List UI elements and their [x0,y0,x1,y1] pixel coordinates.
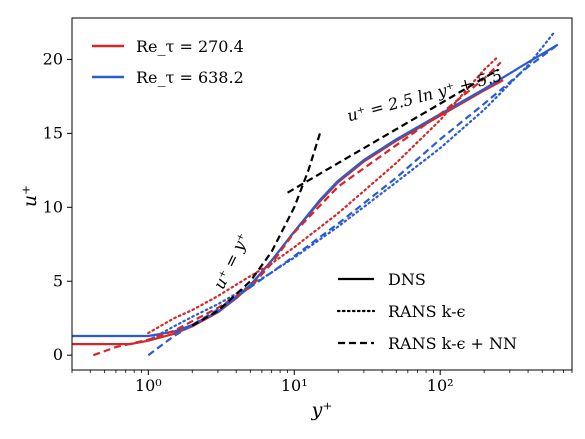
legend-label: DNS [388,270,426,289]
annotation-label: u⁺ = y⁺ [210,230,253,292]
y-tick-label: 5 [53,271,63,290]
legend-top: Re_τ = 270.4 Re_τ = 638.2 [92,37,244,87]
legend-label: Re_τ = 638.2 [136,68,244,87]
legend-label: RANS k-ϵ [388,302,465,321]
legend-bottom: DNS RANS k-ϵ RANS k-ϵ + NN [336,270,517,353]
series-layer [72,31,559,357]
legend-label: Re_τ = 270.4 [136,37,244,56]
series-line-7 [287,68,499,194]
ticks-layer: 10⁰ 10¹ 10² 0 5 10 15 20 [43,49,573,395]
series-line-3 [147,31,555,342]
legend-label: RANS k-ϵ + NN [388,334,517,353]
x-axis-label: y⁺ [311,399,333,421]
y-tick-label: 20 [43,49,63,68]
y-tick-label: 0 [53,345,63,364]
series-line-4 [92,61,502,357]
x-tick-label: 10¹ [281,376,308,395]
series-line-2 [147,55,500,335]
series-line-6 [191,133,321,327]
plot-frame [71,17,573,371]
y-tick-label: 15 [43,123,63,142]
series-line-5 [147,45,557,357]
y-tick-label: 10 [43,197,63,216]
x-tick-label: 10² [427,376,454,395]
annotation-layer: u⁺ = y⁺ u⁺ = 2.5 ln y⁺ + 5.5 [210,66,505,293]
y-axis-label: u⁺ [19,185,41,207]
x-tick-label: 10⁰ [135,376,162,395]
annotation-label: u⁺ = 2.5 ln y⁺ + 5.5 [345,66,504,126]
